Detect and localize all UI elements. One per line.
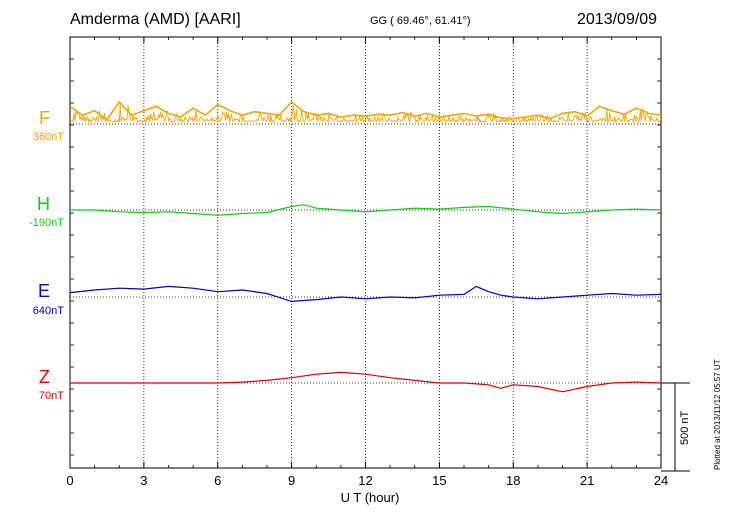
x-tick-label: 9 <box>288 473 295 488</box>
series-f-line <box>69 100 662 121</box>
x-tick-label: 6 <box>214 473 221 488</box>
scale-bar-label: 500 nT <box>679 410 691 445</box>
channel-h-label: H <box>37 194 50 214</box>
x-axis-label: U T (hour) <box>340 490 400 505</box>
x-tick-label: 0 <box>66 473 73 488</box>
channel-e-label: E <box>37 281 50 301</box>
channel-f-baseline: 360nT <box>32 131 64 143</box>
coordinates-label: GG ( 69.46°, 61.41°) <box>370 15 471 27</box>
x-tick-label: 12 <box>358 473 372 488</box>
x-tick-label: 3 <box>140 473 147 488</box>
series-h-line <box>70 204 662 216</box>
channel-z-label: Z <box>39 367 50 387</box>
series-e-line <box>69 285 662 303</box>
date-label: 2013/09/09 <box>577 11 658 28</box>
x-tick-label: 15 <box>432 473 446 488</box>
series-f-noise <box>69 104 662 124</box>
x-tick-label: 24 <box>654 473 668 488</box>
plotted-timestamp: Plotted at 2013/11/12 05:57 UT <box>713 359 722 470</box>
channel-z-baseline: 70nT <box>38 390 64 402</box>
series-z-line <box>70 371 662 393</box>
station-title: Amderma (AMD) [AARI] <box>70 11 241 28</box>
channel-h-baseline: -190nT <box>29 217 64 229</box>
x-tick-label: 18 <box>506 473 520 488</box>
x-tick-label: 21 <box>580 473 594 488</box>
channel-f-label: F <box>39 108 50 128</box>
channel-e-baseline: 640nT <box>32 305 64 317</box>
